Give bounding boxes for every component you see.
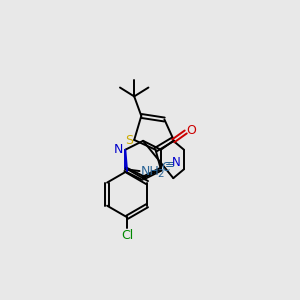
Text: Cl: Cl (121, 229, 133, 242)
Text: NH: NH (141, 164, 160, 178)
Text: N: N (113, 143, 123, 156)
Text: N: N (172, 156, 180, 169)
Text: S: S (125, 134, 133, 147)
Text: 2: 2 (158, 169, 164, 179)
Text: ≡: ≡ (165, 158, 175, 171)
Text: C: C (161, 161, 170, 174)
Text: O: O (186, 124, 196, 137)
